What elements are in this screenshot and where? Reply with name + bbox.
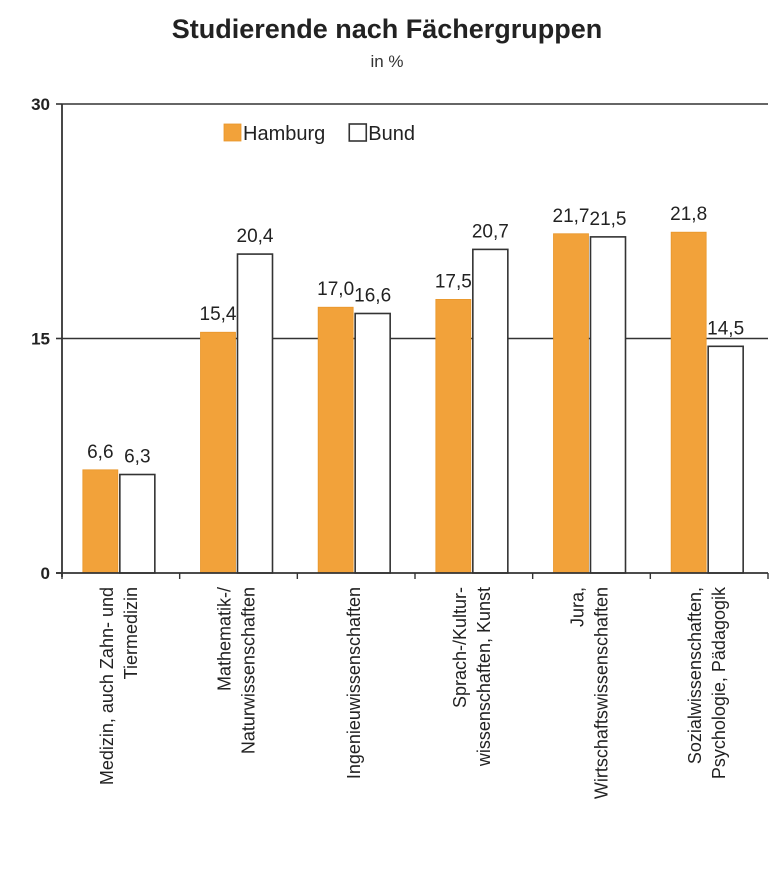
bar-bund-1	[236, 253, 274, 574]
category-label-line: wissenschaften, Kunst	[474, 587, 494, 767]
category-label-line: Sprach-/Kultur-	[450, 587, 470, 708]
data-label-hamburg-1: 15,4	[200, 304, 237, 325]
category-label-line: Tiermedizin	[121, 587, 141, 679]
data-label-hamburg-2: 17,0	[317, 279, 354, 300]
category-label-line: Medizin, auch Zahn- und	[97, 587, 117, 785]
bar-bund-0	[119, 473, 156, 574]
category-label-line: Psychologie, Pädagogik	[709, 586, 729, 779]
bar-hamburg-1	[200, 331, 236, 574]
data-label-hamburg-4: 21,7	[553, 206, 590, 227]
bar-bund-5	[707, 345, 744, 574]
bar-bund-2	[354, 312, 391, 574]
category-label-line: Wirtschaftswissenschaften	[592, 587, 612, 799]
data-label-bund-0: 6,3	[124, 447, 150, 468]
data-label-bund-1: 20,4	[237, 226, 274, 247]
data-label-hamburg-3: 17,5	[435, 271, 472, 292]
bar-hamburg-0	[82, 469, 119, 574]
data-label-bund-2: 16,6	[354, 285, 391, 306]
bar-bund-3	[472, 248, 509, 574]
bar-hamburg-4	[553, 233, 589, 574]
category-label-1: Mathematik-/Naturwissenschaften	[215, 587, 259, 754]
category-label-line: Sozialwissenschaften,	[685, 587, 705, 764]
legend-swatch-bund	[348, 123, 368, 142]
data-label-hamburg-0: 6,6	[87, 442, 113, 463]
data-label-hamburg-5: 21,8	[670, 204, 707, 225]
bar-hamburg-3	[435, 299, 472, 574]
category-label-2: Ingenieuwissenschaften	[344, 587, 364, 779]
data-label-bund-4: 21,5	[590, 209, 627, 230]
category-label-3: Sprach-/Kultur-wissenschaften, Kunst	[450, 587, 494, 767]
y-tick-label-0: 0	[41, 564, 50, 583]
category-label-line: Mathematik-/	[215, 587, 235, 691]
bar-bund-4	[589, 236, 627, 574]
y-tick-label-2: 30	[31, 95, 50, 114]
legend-label-bund: Bund	[368, 123, 415, 145]
y-tick-label-1: 15	[31, 330, 50, 349]
data-label-bund-3: 20,7	[472, 221, 509, 242]
legend-swatch-hamburg	[223, 123, 242, 142]
bar-hamburg-5	[670, 231, 707, 574]
category-label-0: Medizin, auch Zahn- und Tiermedizin	[97, 587, 141, 785]
category-label-line: Naturwissenschaften	[239, 587, 259, 754]
legend-label-hamburg: Hamburg	[243, 123, 325, 145]
category-label-5: Sozialwissenschaften, Psychologie, Pädago…	[685, 586, 729, 779]
chart-subtitle: in %	[370, 52, 404, 71]
data-label-bund-5: 14,5	[707, 318, 744, 339]
category-label-line: Jura,	[568, 587, 588, 627]
category-label-line: Ingenieuwissenschaften	[344, 587, 364, 779]
bar-hamburg-2	[317, 306, 354, 574]
chart-title: Studierende nach Fächergruppen	[171, 14, 603, 44]
category-label-4: Jura, Wirtschaftswissenschaften	[568, 587, 612, 799]
